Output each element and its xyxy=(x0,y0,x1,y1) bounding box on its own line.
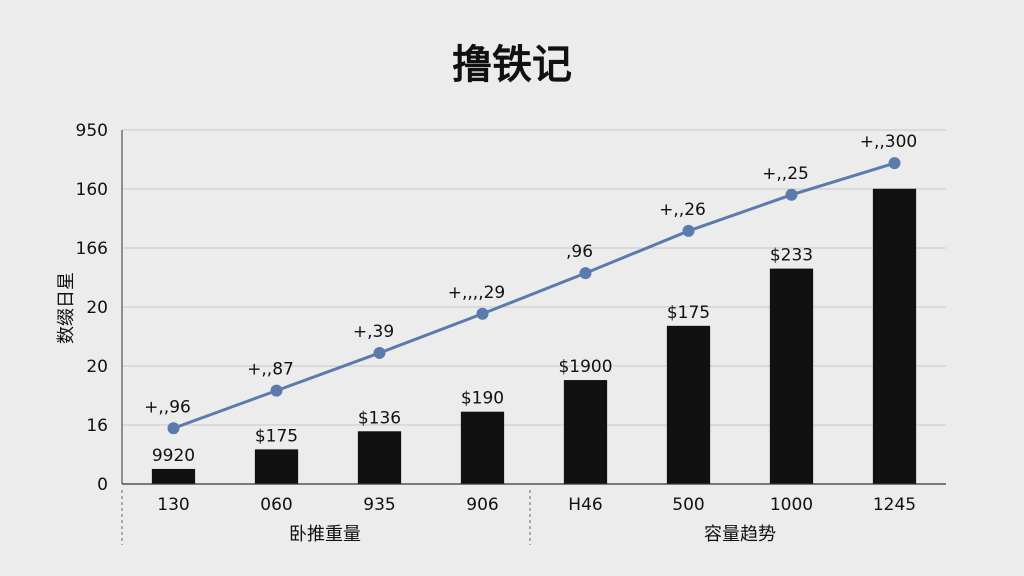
bar xyxy=(769,268,814,484)
line-point xyxy=(785,188,798,201)
line-data-label: +,,300 xyxy=(860,132,918,152)
line-point xyxy=(476,307,489,320)
y-tick-label: 160 xyxy=(76,180,108,200)
bar xyxy=(254,449,299,484)
chart-title: 撸铁记 xyxy=(452,42,572,88)
line-data-label: +,,87 xyxy=(247,360,294,380)
bar xyxy=(666,325,711,484)
y-tick-label: 20 xyxy=(86,357,108,377)
line-point xyxy=(888,157,901,170)
line-data-label: +,39 xyxy=(353,322,394,342)
bar xyxy=(151,468,196,484)
x-tick-label: H46 xyxy=(568,495,602,515)
x-tick-label: 1000 xyxy=(770,495,813,515)
bar-data-label: $190 xyxy=(461,389,504,409)
bar xyxy=(460,411,505,484)
line-point xyxy=(167,422,180,435)
bar-data-label: $1900 xyxy=(558,357,612,377)
x-tick-label: 906 xyxy=(466,495,498,515)
bar xyxy=(563,380,608,484)
gridlines xyxy=(122,129,946,426)
x-axis-ticks: 130 060 935 906 H46 500 1000 1245 xyxy=(157,495,916,515)
bar-series: 9920 $175 $136 $190 $1900 $175 $233 xyxy=(151,188,917,484)
line-data-label: +,,26 xyxy=(659,200,706,220)
group-label-right: 容量趋势 xyxy=(704,524,776,545)
x-tick-label: 060 xyxy=(260,495,292,515)
y-axis-title: 数缀日星 xyxy=(56,272,77,344)
line-path xyxy=(172,161,895,430)
line-point xyxy=(682,224,695,237)
bar-data-label: $175 xyxy=(667,303,710,323)
line-point xyxy=(373,346,386,359)
bar-data-label: 9920 xyxy=(152,446,195,466)
bar-data-label: $136 xyxy=(358,408,401,428)
y-tick-label: 20 xyxy=(86,298,108,318)
x-tick-label: 130 xyxy=(157,495,189,515)
bar-data-label: $233 xyxy=(770,246,813,266)
line-data-label: +,,25 xyxy=(762,164,809,184)
line-point xyxy=(270,384,283,397)
x-tick-label: 1245 xyxy=(873,495,916,515)
y-tick-label: 0 xyxy=(97,475,108,495)
x-tick-label: 500 xyxy=(672,495,704,515)
x-tick-label: 935 xyxy=(363,495,395,515)
bar xyxy=(357,431,402,484)
y-tick-label: 16 xyxy=(86,416,108,436)
line-data-label: +,,96 xyxy=(144,397,191,417)
y-axis-ticks: 0 16 20 20 166 160 950 xyxy=(76,121,108,495)
line-data-label: +,,,,29 xyxy=(448,283,506,303)
line-point xyxy=(579,267,592,280)
bar-data-label: $175 xyxy=(255,426,298,446)
group-label-left: 卧推重量 xyxy=(289,524,361,545)
y-tick-label: 950 xyxy=(76,121,108,141)
line-data-label: ,96 xyxy=(566,242,593,262)
y-tick-label: 166 xyxy=(76,239,108,259)
line-series: +,,96 +,,87 +,39 +,,,,29 ,96 +,,26 +,,25 +,,300 xyxy=(144,132,918,435)
bar xyxy=(872,188,917,484)
